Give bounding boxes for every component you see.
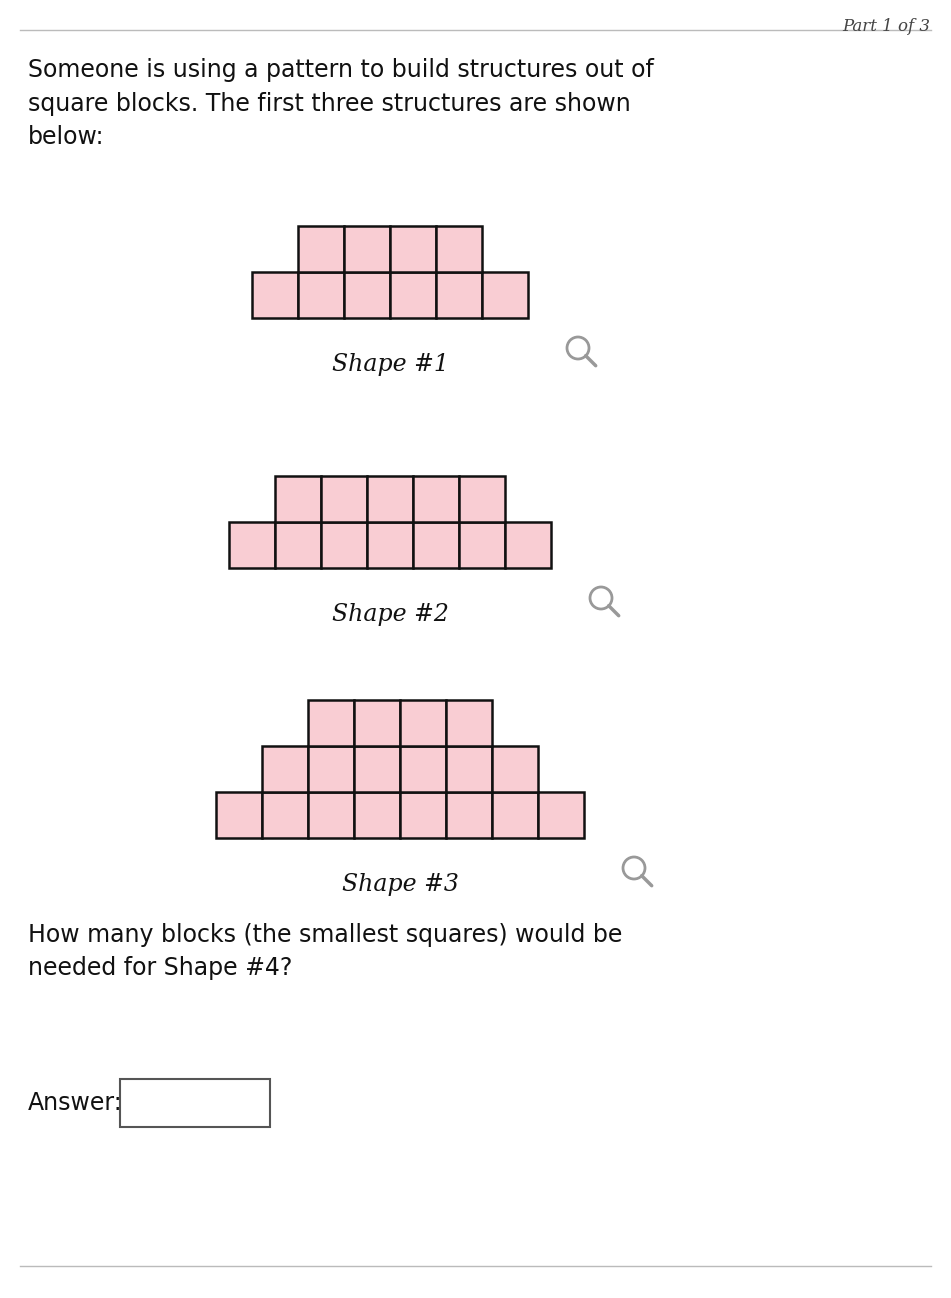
Bar [229,522,275,569]
Bar [262,746,308,792]
Bar [321,476,367,522]
Bar [262,792,308,839]
Bar [446,700,492,746]
Bar [446,792,492,839]
Bar [436,226,482,273]
Bar [298,273,344,318]
Bar [505,522,551,569]
Bar [321,522,367,569]
Bar [413,522,459,569]
Bar [354,746,400,792]
Bar [216,792,262,839]
Bar [308,746,354,792]
Bar [308,792,354,839]
Bar [298,226,344,273]
Bar [459,522,505,569]
Text: Answer:: Answer: [28,1092,123,1115]
Bar [492,792,538,839]
Bar [436,273,482,318]
Bar [413,476,459,522]
Text: Shape #1: Shape #1 [332,353,449,376]
Bar [538,792,584,839]
Bar [275,476,321,522]
Bar [354,700,400,746]
Bar [390,226,436,273]
Bar [400,792,446,839]
Bar [400,746,446,792]
Bar [390,273,436,318]
Bar [252,273,298,318]
Text: Shape #3: Shape #3 [341,874,458,896]
Bar [459,476,505,522]
Text: How many blocks (the smallest squares) would be
needed for Shape #4?: How many blocks (the smallest squares) w… [28,923,622,980]
Bar [354,792,400,839]
Bar [446,746,492,792]
Bar [400,700,446,746]
Text: Shape #2: Shape #2 [332,604,449,626]
Bar [120,1079,270,1127]
Bar [367,522,413,569]
Bar [492,746,538,792]
Bar [482,273,528,318]
Bar [308,700,354,746]
Bar [344,273,390,318]
Bar [367,476,413,522]
Bar [344,226,390,273]
Text: Someone is using a pattern to build structures out of
square blocks. The first t: Someone is using a pattern to build stru… [28,58,654,149]
Bar [275,522,321,569]
Text: Part 1 of 3: Part 1 of 3 [842,18,930,35]
